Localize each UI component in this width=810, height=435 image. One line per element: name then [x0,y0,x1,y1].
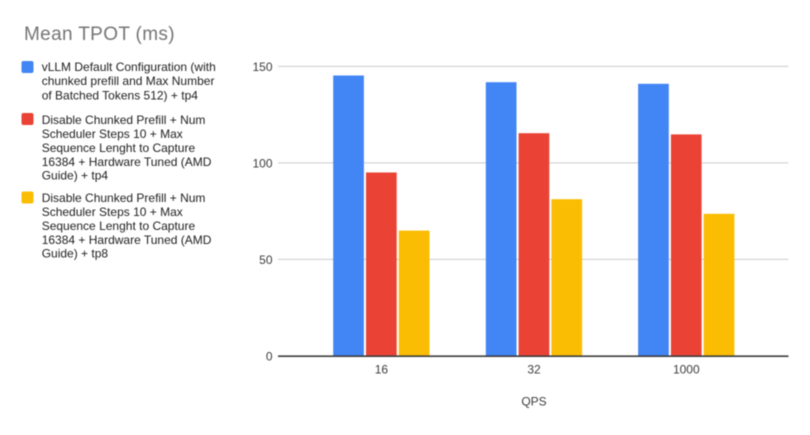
svg-text:Sequence Lenght to Capture: Sequence Lenght to Capture [42,141,196,155]
svg-text:16384 + Hardware Tuned (AMD: 16384 + Hardware Tuned (AMD [42,155,212,169]
svg-text:0: 0 [266,349,273,363]
svg-text:vLLM Default Configuration (wi: vLLM Default Configuration (with [42,60,216,74]
svg-text:Scheduler Steps 10 + Max: Scheduler Steps 10 + Max [42,127,183,141]
svg-text:32: 32 [527,363,541,377]
svg-text:Mean TPOT (ms): Mean TPOT (ms) [24,24,175,45]
svg-text:Disable Chunked Prefill + Num: Disable Chunked Prefill + Num [42,113,206,127]
svg-text:Disable Chunked Prefill + Num: Disable Chunked Prefill + Num [42,191,206,205]
svg-text:Scheduler Steps 10 + Max: Scheduler Steps 10 + Max [42,205,183,219]
svg-text:16384 + Hardware Tuned (AMD: 16384 + Hardware Tuned (AMD [42,233,212,247]
svg-text:50: 50 [259,253,273,267]
svg-text:chunked prefill and Max Number: chunked prefill and Max Number [42,74,215,88]
svg-text:Guide) + tp8: Guide) + tp8 [42,247,109,261]
svg-text:Sequence Lenght to Capture: Sequence Lenght to Capture [42,219,196,233]
svg-text:QPS: QPS [521,395,546,409]
svg-text:of Batched Tokens 512) + tp4: of Batched Tokens 512) + tp4 [42,88,199,102]
svg-text:16: 16 [375,363,389,377]
svg-text:150: 150 [252,60,272,74]
svg-text:100: 100 [252,156,272,170]
svg-text:Guide) + tp4: Guide) + tp4 [42,169,109,183]
svg-text:1000: 1000 [673,363,700,377]
